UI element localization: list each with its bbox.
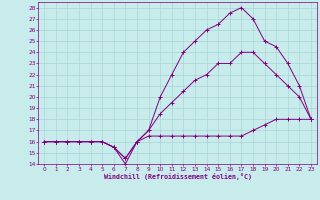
X-axis label: Windchill (Refroidissement éolien,°C): Windchill (Refroidissement éolien,°C) — [104, 173, 252, 180]
